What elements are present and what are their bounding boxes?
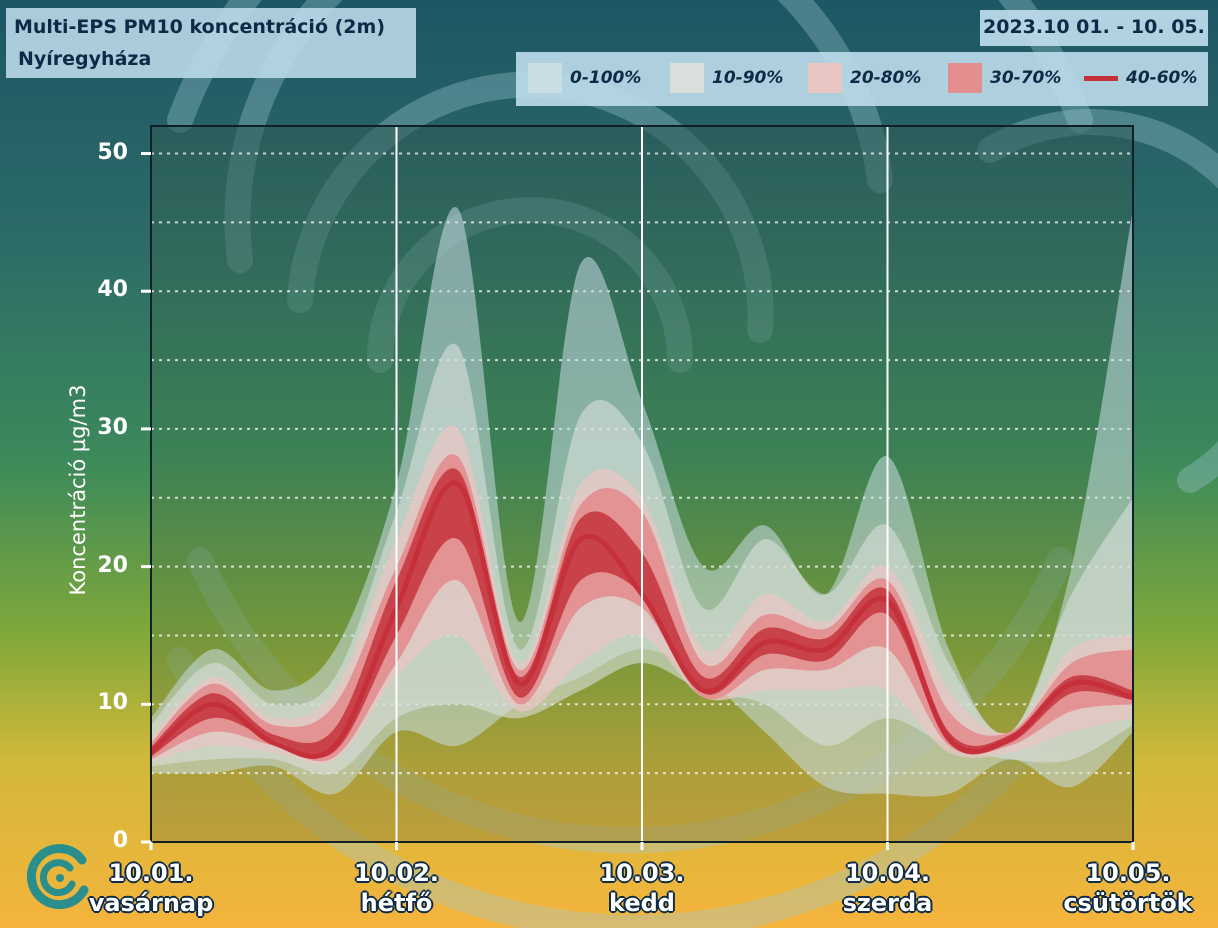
chart-subtitle: Nyíregyháza xyxy=(18,48,152,70)
y-tick-label: 0 xyxy=(112,828,128,853)
y-tick-label: 50 xyxy=(97,139,128,165)
x-tick-date: 10.04. xyxy=(844,859,931,887)
x-tick-label: 10.02. hétfő xyxy=(312,858,482,918)
median-line xyxy=(149,480,1134,759)
legend-swatch xyxy=(528,63,562,93)
chart-title: Multi-EPS PM10 koncentráció (2m) xyxy=(14,16,386,38)
y-tick-label: 30 xyxy=(97,414,128,440)
legend-label: 40-60% xyxy=(1126,68,1198,88)
x-tick-label: 10.01. vasárnap xyxy=(66,858,236,918)
x-tick-label: 10.03. kedd xyxy=(557,858,727,918)
y-tick-label: 20 xyxy=(97,552,128,578)
x-tick-date: 10.03. xyxy=(599,859,685,887)
legend-swatch xyxy=(808,63,842,93)
title-panel xyxy=(6,8,416,78)
date-range: 2023.10 01. - 10. 05. xyxy=(983,16,1205,38)
x-tick-day: vasárnap xyxy=(88,889,214,917)
legend-label: 30-70% xyxy=(990,68,1062,88)
x-tick-day: csütörtök xyxy=(1063,889,1193,917)
x-tick-label: 10.04. szerda xyxy=(803,858,973,918)
x-tick-date: 10.05. xyxy=(1085,859,1171,887)
x-tick-day: kedd xyxy=(609,889,675,917)
x-tick-day: hétfő xyxy=(360,889,433,917)
legend-swatch xyxy=(670,63,704,93)
legend-label: 20-80% xyxy=(850,68,922,88)
y-tick-label: 10 xyxy=(97,690,128,716)
x-tick-date: 10.02. xyxy=(353,859,440,887)
legend-label: 0-100% xyxy=(570,68,642,88)
y-tick-label: 40 xyxy=(97,277,128,303)
legend-swatch xyxy=(1084,76,1118,81)
x-tick-date: 10.01. xyxy=(108,859,194,887)
x-tick-label: 10.05. csütörtök xyxy=(1043,858,1213,918)
date-panel xyxy=(980,10,1208,46)
y-axis-label: Koncentráció µg/m3 xyxy=(66,384,90,596)
swirl-logo-icon xyxy=(26,844,89,910)
legend-swatch xyxy=(948,63,982,93)
legend-label: 10-90% xyxy=(712,68,784,88)
x-tick-day: szerda xyxy=(842,889,933,917)
